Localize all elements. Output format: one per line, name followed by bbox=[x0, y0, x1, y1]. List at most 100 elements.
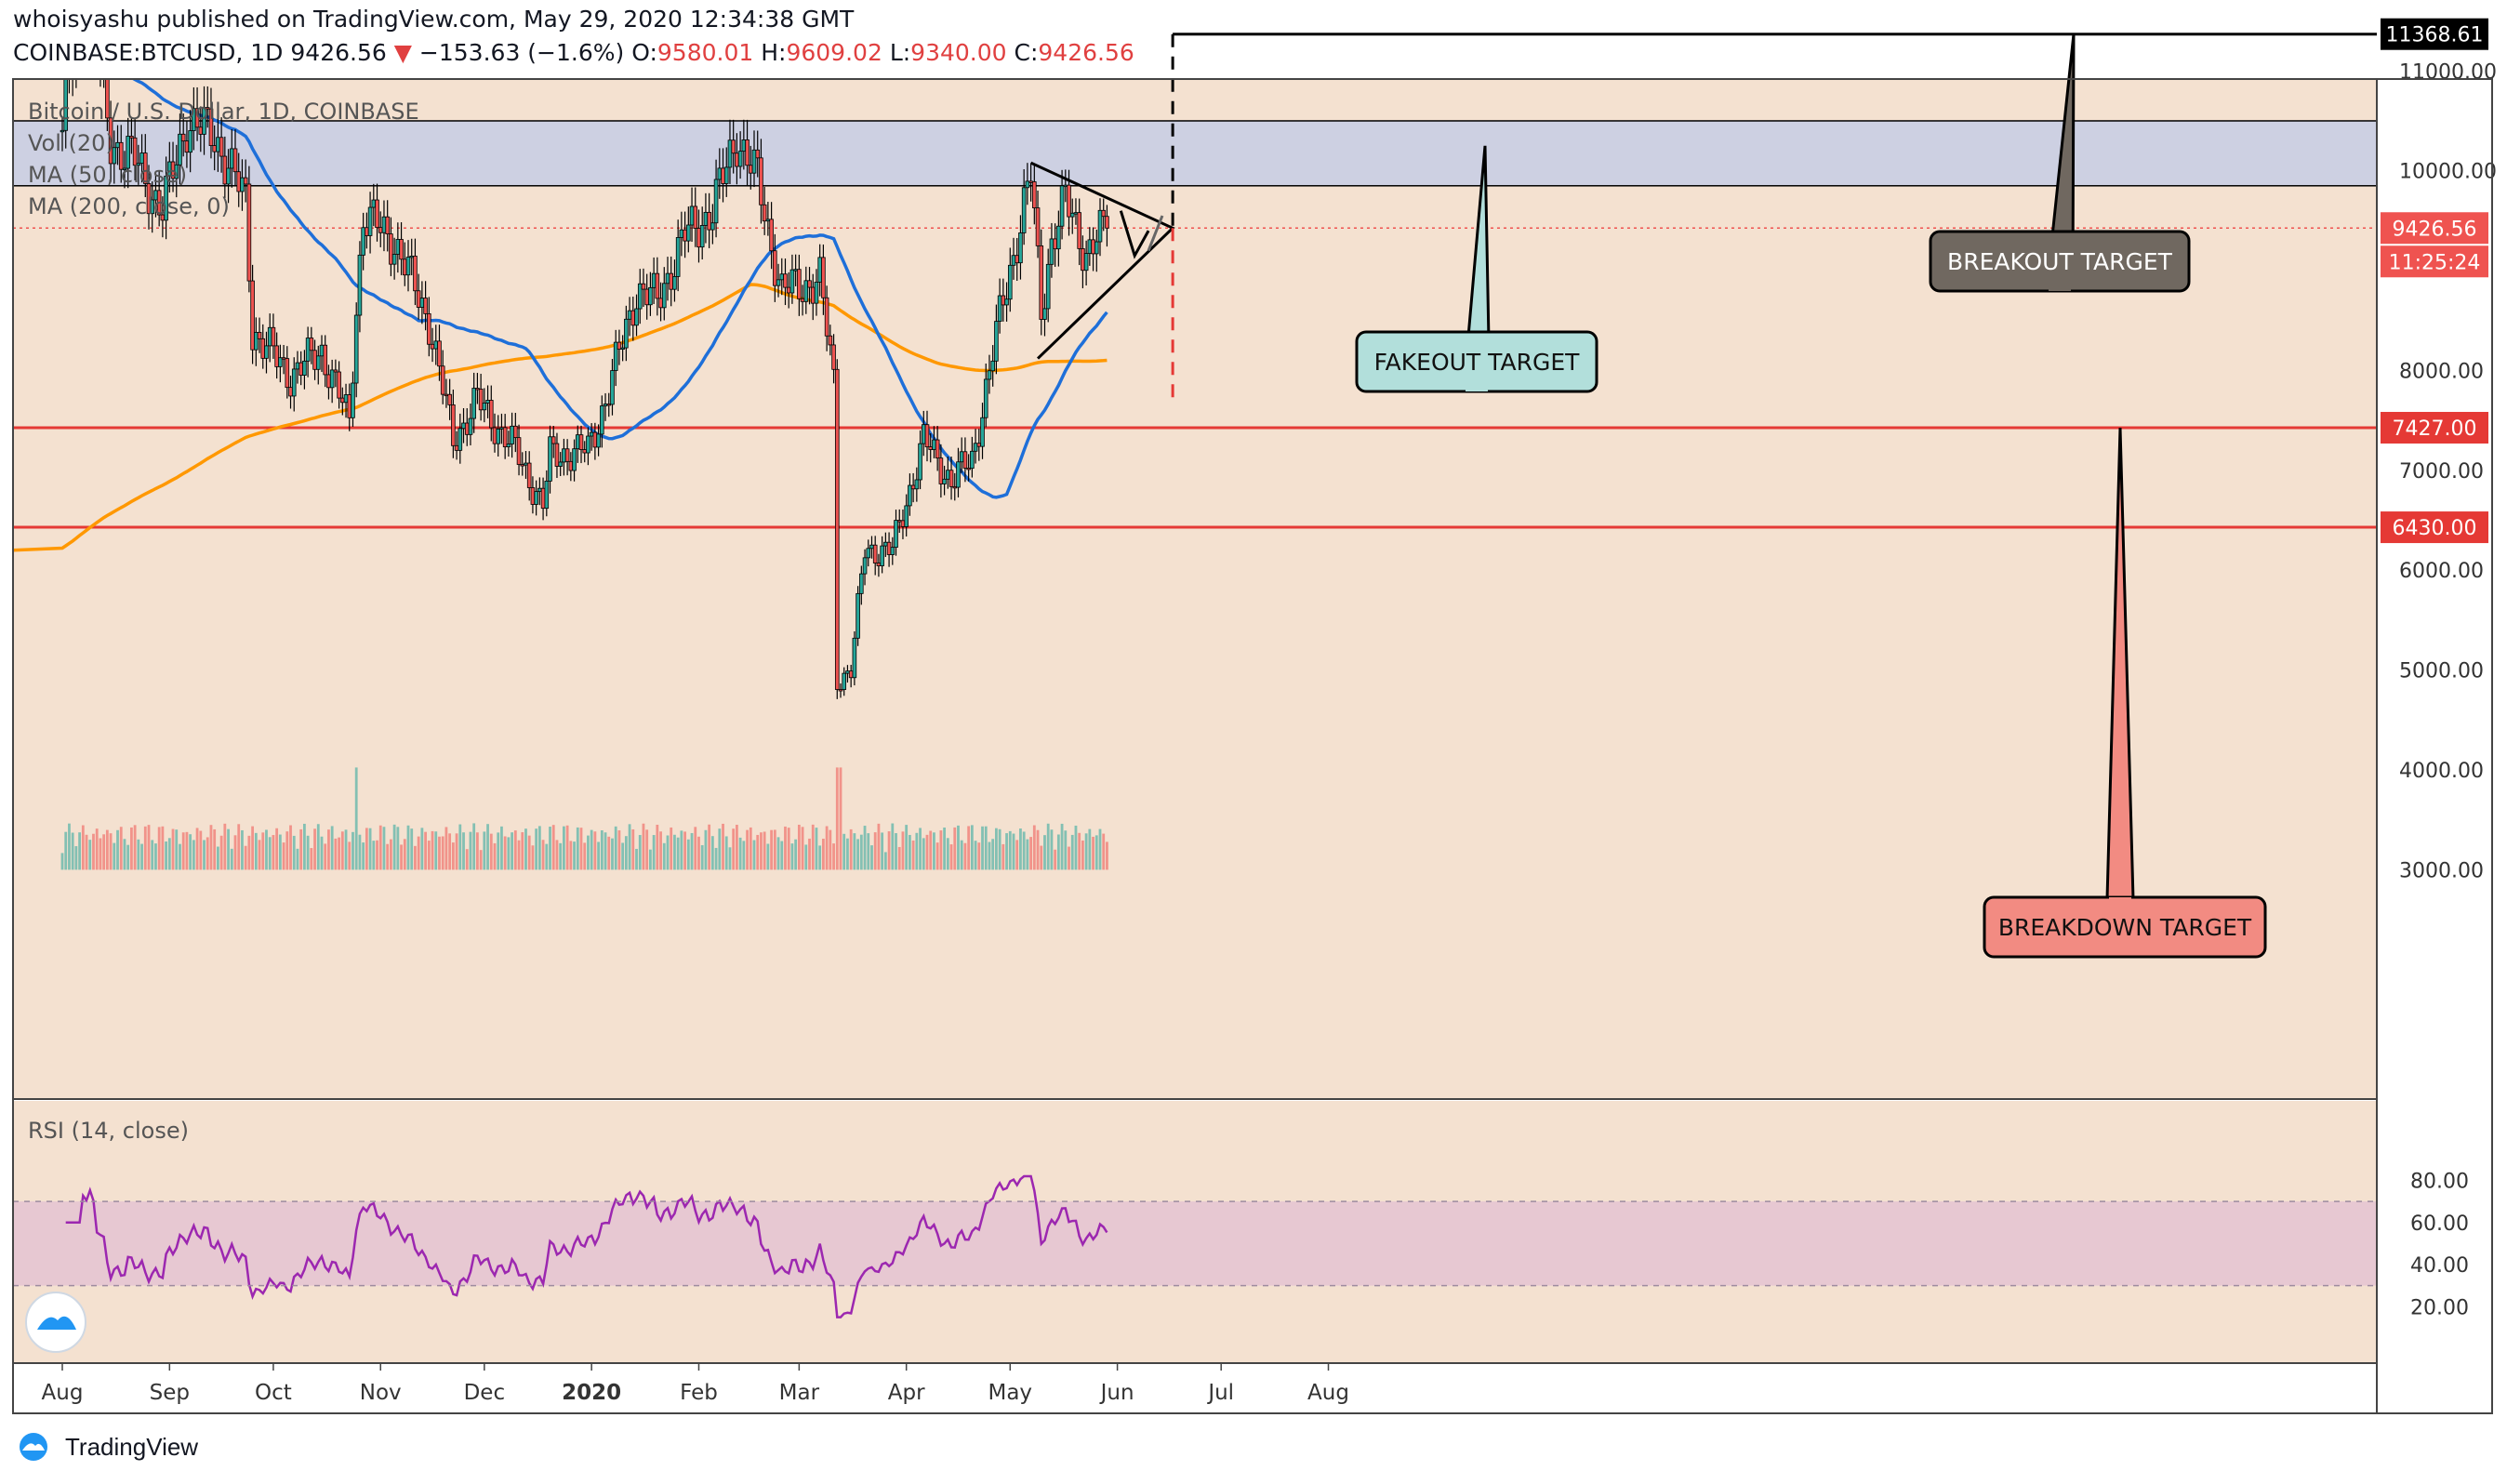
volume-bar bbox=[116, 829, 119, 870]
volume-bar bbox=[849, 828, 853, 870]
candle bbox=[845, 670, 850, 674]
volume-bar bbox=[313, 828, 316, 870]
price-tick-label: 5000.00 bbox=[2399, 660, 2484, 683]
candle bbox=[464, 422, 470, 435]
candle bbox=[180, 133, 186, 142]
candle bbox=[257, 331, 262, 339]
candle bbox=[343, 394, 349, 404]
volume-bar bbox=[105, 829, 109, 870]
candle bbox=[361, 227, 365, 256]
volume-bar bbox=[686, 839, 690, 870]
volume-bar bbox=[1012, 833, 1015, 870]
volume-bar bbox=[521, 832, 524, 870]
candle bbox=[966, 468, 971, 470]
volume-bar bbox=[1022, 831, 1026, 870]
volume-bar bbox=[85, 834, 88, 870]
candle bbox=[558, 461, 563, 467]
candle bbox=[399, 239, 404, 260]
volume-bar bbox=[365, 828, 368, 870]
volume-bar bbox=[237, 824, 241, 870]
candle bbox=[409, 256, 415, 258]
candle bbox=[142, 152, 148, 184]
volume-bar bbox=[299, 828, 303, 870]
candle bbox=[824, 297, 829, 337]
candle bbox=[353, 314, 359, 384]
volume-bar bbox=[64, 831, 68, 870]
candle bbox=[948, 470, 954, 487]
candle bbox=[357, 254, 363, 316]
volume-bar bbox=[867, 833, 870, 870]
volume-bar bbox=[738, 837, 742, 870]
support-price-label-1: 7427.00 bbox=[2381, 411, 2488, 444]
volume-bar bbox=[206, 837, 209, 870]
candle bbox=[254, 331, 259, 351]
volume-bar bbox=[587, 835, 590, 870]
volume-bar bbox=[230, 848, 233, 870]
candle bbox=[973, 443, 978, 452]
volume-bar bbox=[1046, 823, 1050, 870]
candle bbox=[876, 563, 882, 566]
symbol[interactable]: COINBASE:BTCUSD, 1D bbox=[13, 39, 284, 66]
volume-bar bbox=[400, 844, 403, 870]
volume-bar bbox=[590, 829, 593, 870]
candle bbox=[603, 404, 608, 406]
candle bbox=[216, 137, 220, 152]
candle bbox=[430, 343, 435, 350]
moving-averages bbox=[13, 79, 1108, 552]
volume-bar bbox=[324, 843, 327, 870]
volume-bar bbox=[1015, 840, 1019, 870]
footer-brand[interactable]: TradingView bbox=[11, 1432, 198, 1462]
close-label: C: bbox=[1014, 39, 1039, 66]
candle bbox=[821, 257, 826, 298]
volume-bar bbox=[306, 835, 310, 870]
volume-bar bbox=[154, 843, 157, 870]
tradingview-logo-icon[interactable] bbox=[25, 1292, 86, 1353]
candle bbox=[385, 216, 390, 234]
volume-bar bbox=[808, 838, 811, 870]
volume-bar bbox=[933, 832, 935, 870]
volume-bar bbox=[1070, 834, 1074, 870]
candle bbox=[458, 428, 463, 451]
volume-bar bbox=[708, 824, 711, 870]
volume-bar bbox=[617, 830, 621, 870]
volume-bar bbox=[147, 825, 151, 870]
candle bbox=[869, 544, 874, 550]
candle bbox=[108, 117, 113, 165]
volume-bar bbox=[863, 826, 867, 870]
candle bbox=[575, 434, 580, 450]
legend-ma200: MA (200, close, 0) bbox=[28, 193, 230, 219]
volume-bar bbox=[628, 824, 631, 870]
low-label: L: bbox=[889, 39, 911, 66]
volume-bar bbox=[441, 836, 444, 870]
fakeout-callout-label: FAKEOUT TARGET bbox=[1374, 349, 1581, 376]
candle bbox=[1056, 225, 1061, 250]
candle bbox=[267, 326, 272, 347]
low-value: 9340.00 bbox=[910, 39, 1007, 66]
volume-bar bbox=[659, 831, 662, 870]
volume-bar bbox=[919, 828, 922, 870]
candle bbox=[1045, 263, 1051, 310]
candle bbox=[600, 405, 604, 435]
volume-bar bbox=[1019, 828, 1022, 870]
volume-bar bbox=[500, 826, 503, 870]
candle bbox=[683, 229, 687, 242]
candle bbox=[970, 450, 975, 470]
candle bbox=[606, 404, 612, 406]
volume-bar bbox=[292, 835, 296, 870]
price-axis: 14000.0013000.0012000.0011000.0010000.00… bbox=[2399, 60, 2497, 882]
volume-bar bbox=[427, 841, 431, 870]
legend-rsi: RSI (14, close) bbox=[28, 1118, 189, 1144]
volume-bar bbox=[189, 834, 192, 870]
volume-bar bbox=[662, 842, 666, 870]
candle bbox=[872, 544, 878, 563]
candle bbox=[637, 283, 643, 310]
volume-bar bbox=[877, 823, 881, 870]
volume-bar bbox=[991, 839, 995, 870]
volume-bar bbox=[386, 843, 390, 870]
volume-bar bbox=[1026, 839, 1029, 870]
candle bbox=[935, 439, 940, 459]
candle bbox=[302, 360, 307, 376]
candle bbox=[997, 295, 1002, 323]
volume-bar bbox=[285, 831, 289, 870]
